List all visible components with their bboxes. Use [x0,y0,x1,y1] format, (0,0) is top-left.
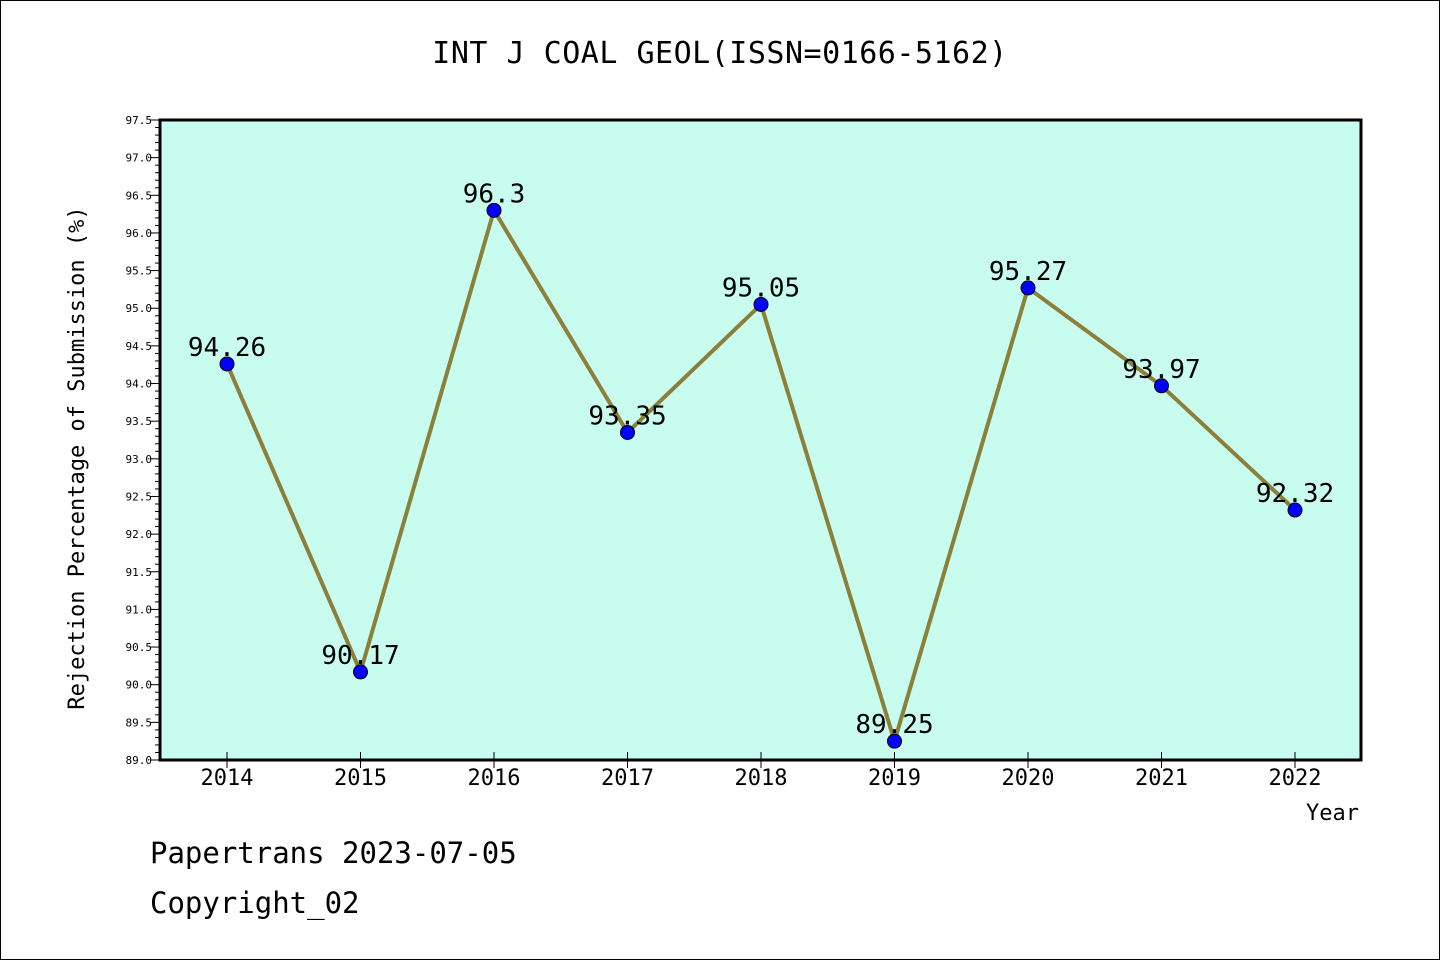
data-label: 92.32 [1256,479,1334,509]
data-point [1287,502,1303,518]
y-tick-label: 91.0 [126,603,153,616]
y-tick-label: 89.5 [126,716,153,729]
y-tick-label: 92.5 [126,490,153,503]
x-tick-label: 2022 [1269,766,1322,791]
data-label: 95.27 [989,257,1067,287]
y-tick-label: 97.5 [126,114,153,127]
x-tick-label: 2018 [735,766,788,791]
x-tick-label: 2015 [334,766,387,791]
y-tick-label: 91.5 [126,566,153,579]
y-tick-label: 94.5 [126,340,153,353]
data-label: 94.26 [188,333,266,363]
chart-title: INT J COAL GEOL(ISSN=0166-5162) [432,36,1008,71]
data-point [353,664,368,680]
data-label: 96.3 [463,179,526,209]
y-tick-label: 90.0 [126,679,153,692]
plot-area [160,120,1361,760]
data-point [753,296,769,312]
footer-copyright: Copyright_02 [150,886,360,920]
y-tick-label: 93.5 [126,415,153,428]
footer-date: Papertrans 2023-07-05 [150,836,517,870]
data-point [887,733,902,749]
plot-border [158,118,1363,762]
data-point [486,202,502,218]
data-label: 93.97 [1122,355,1200,385]
x-tick-label: 2014 [201,766,254,791]
y-tick-label: 95.5 [126,265,153,278]
x-axis-label: Year [1306,801,1359,826]
y-tick-label: 93.0 [126,453,153,466]
y-tick-label: 95.0 [126,302,153,315]
data-label: 89.25 [855,710,933,740]
y-tick-label: 96.5 [126,189,153,202]
data-label: 95.05 [722,273,800,303]
y-tick-label: 90.5 [126,641,153,654]
data-label: 90.17 [321,641,399,671]
y-tick-label: 96.0 [126,227,153,240]
y-tick-label: 92.0 [126,528,153,541]
data-point [620,424,635,440]
data-point [1020,280,1036,296]
y-tick-label: 94.0 [126,378,153,391]
x-tick-label: 2019 [868,766,921,791]
y-axis-label: Rejection Percentage of Submission (%) [65,206,90,709]
data-label: 93.35 [588,401,666,431]
y-tick-label: 97.0 [126,152,153,165]
y-tick-label: 89.0 [126,754,153,767]
x-tick-label: 2021 [1135,766,1188,791]
x-tick-label: 2020 [1002,766,1055,791]
data-point [219,356,235,372]
x-tick-label: 2017 [601,766,654,791]
x-tick-label: 2016 [468,766,521,791]
data-point [1154,378,1169,394]
